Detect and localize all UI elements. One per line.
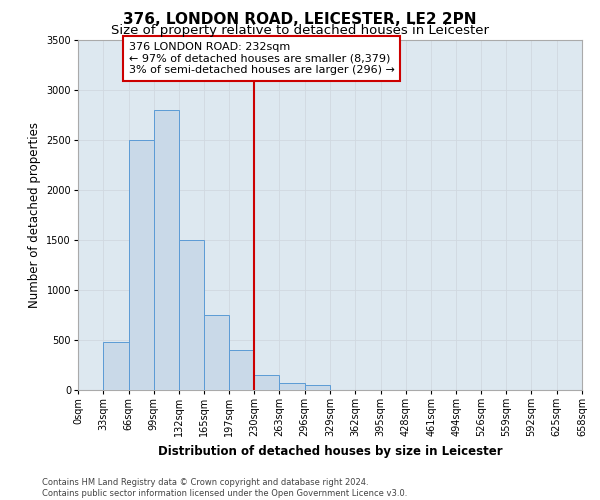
Text: 376 LONDON ROAD: 232sqm
← 97% of detached houses are smaller (8,379)
3% of semi-: 376 LONDON ROAD: 232sqm ← 97% of detache… xyxy=(128,42,394,75)
X-axis label: Distribution of detached houses by size in Leicester: Distribution of detached houses by size … xyxy=(158,444,502,458)
Bar xyxy=(205,315,229,390)
Bar xyxy=(280,383,305,390)
Text: Contains HM Land Registry data © Crown copyright and database right 2024.
Contai: Contains HM Land Registry data © Crown c… xyxy=(42,478,407,498)
Bar xyxy=(179,240,205,390)
Y-axis label: Number of detached properties: Number of detached properties xyxy=(28,122,41,308)
Bar xyxy=(305,385,330,390)
Bar xyxy=(229,350,254,390)
Bar xyxy=(254,375,280,390)
Bar xyxy=(154,110,179,390)
Text: Size of property relative to detached houses in Leicester: Size of property relative to detached ho… xyxy=(111,24,489,37)
Text: 376, LONDON ROAD, LEICESTER, LE2 2PN: 376, LONDON ROAD, LEICESTER, LE2 2PN xyxy=(123,12,477,26)
Bar xyxy=(128,140,154,390)
Bar xyxy=(103,342,128,390)
